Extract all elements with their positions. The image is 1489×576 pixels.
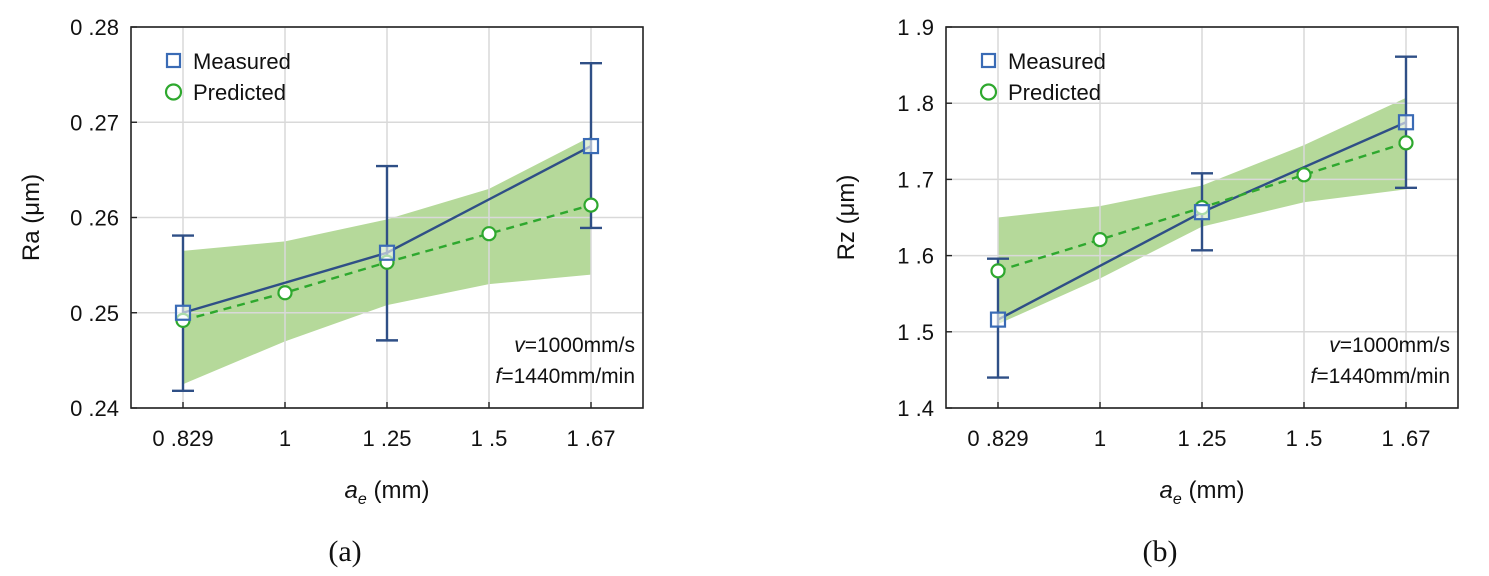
- x-tick-label: 0 .829: [967, 426, 1028, 451]
- legend: Measured Predicted: [979, 49, 1106, 105]
- y-tick-label: 0 .27: [70, 110, 119, 135]
- condition-velocity: v=1000mm/s: [514, 334, 635, 357]
- predicted-point: [481, 226, 497, 242]
- predicted-point: [990, 263, 1006, 279]
- measured-point: [1397, 114, 1415, 131]
- measured-point: [378, 244, 396, 261]
- x-tick-label: 1 .5: [471, 426, 508, 451]
- condition-feed: f=1440mm/min: [1311, 365, 1450, 388]
- condition-feed: f=1440mm/min: [496, 365, 635, 388]
- measured-point: [582, 137, 600, 155]
- y-tick-label: 1 .4: [897, 396, 934, 421]
- condition-velocity: v=1000mm/s: [1329, 334, 1450, 357]
- legend-measured-label: Measured: [1008, 49, 1106, 74]
- measured-point: [989, 311, 1007, 328]
- panel-label: (a): [328, 535, 361, 568]
- predicted-point: [277, 285, 293, 301]
- y-axis-label: Rz (μm): [833, 175, 860, 261]
- legend-measured-marker: [980, 52, 997, 69]
- chart-panel-b: 0 .829 1 1 .25 1 .5 1 .67 1 .4 1 .5 1 .6 1 .7 1 .…: [833, 15, 1459, 568]
- x-tick-label: 1: [1094, 426, 1106, 451]
- predicted-point: [1296, 167, 1312, 183]
- y-tick-label: 0 .28: [70, 15, 119, 40]
- predicted-point: [1398, 135, 1414, 151]
- legend-measured-marker: [165, 52, 182, 69]
- x-axis-label: ae (mm): [345, 477, 430, 508]
- legend-measured-label: Measured: [193, 49, 291, 74]
- x-tick-label: 1 .25: [363, 426, 412, 451]
- panel-label: (b): [1143, 535, 1178, 568]
- chart-panel-a: 0 .829 1 1 .25 1 .5 1 .67 0 .24 0 .25 0 .26 0 .2…: [18, 15, 644, 568]
- x-tick-label: 1 .25: [1178, 426, 1227, 451]
- legend-predicted-label: Predicted: [1008, 80, 1101, 105]
- y-tick-label: 0 .24: [70, 396, 119, 421]
- y-tick-label: 1 .8: [897, 91, 934, 116]
- x-tick-label: 1 .5: [1286, 426, 1323, 451]
- predicted-point: [583, 197, 599, 213]
- y-tick-label: 1 .6: [897, 244, 934, 269]
- y-tick-label: 1 .9: [897, 15, 934, 40]
- x-tick-label: 1 .67: [1382, 426, 1431, 451]
- x-tick-label: 1 .67: [567, 426, 616, 451]
- y-axis-label: Ra (μm): [18, 174, 45, 261]
- x-tick-label: 0 .829: [152, 426, 213, 451]
- legend-predicted-marker: [979, 83, 998, 101]
- x-tick-label: 1: [279, 426, 291, 451]
- measured-point: [174, 304, 192, 321]
- x-axis-label: ae (mm): [1160, 477, 1245, 508]
- legend-predicted-label: Predicted: [193, 80, 286, 105]
- legend: Measured Predicted: [164, 49, 291, 105]
- y-tick-label: 0 .25: [70, 301, 119, 326]
- predicted-point: [1092, 231, 1108, 248]
- y-tick-label: 0 .26: [70, 206, 119, 231]
- legend-predicted-marker: [164, 83, 183, 101]
- y-tick-label: 1 .7: [897, 167, 934, 192]
- measured-point: [1193, 204, 1211, 221]
- y-tick-label: 1 .5: [897, 320, 934, 345]
